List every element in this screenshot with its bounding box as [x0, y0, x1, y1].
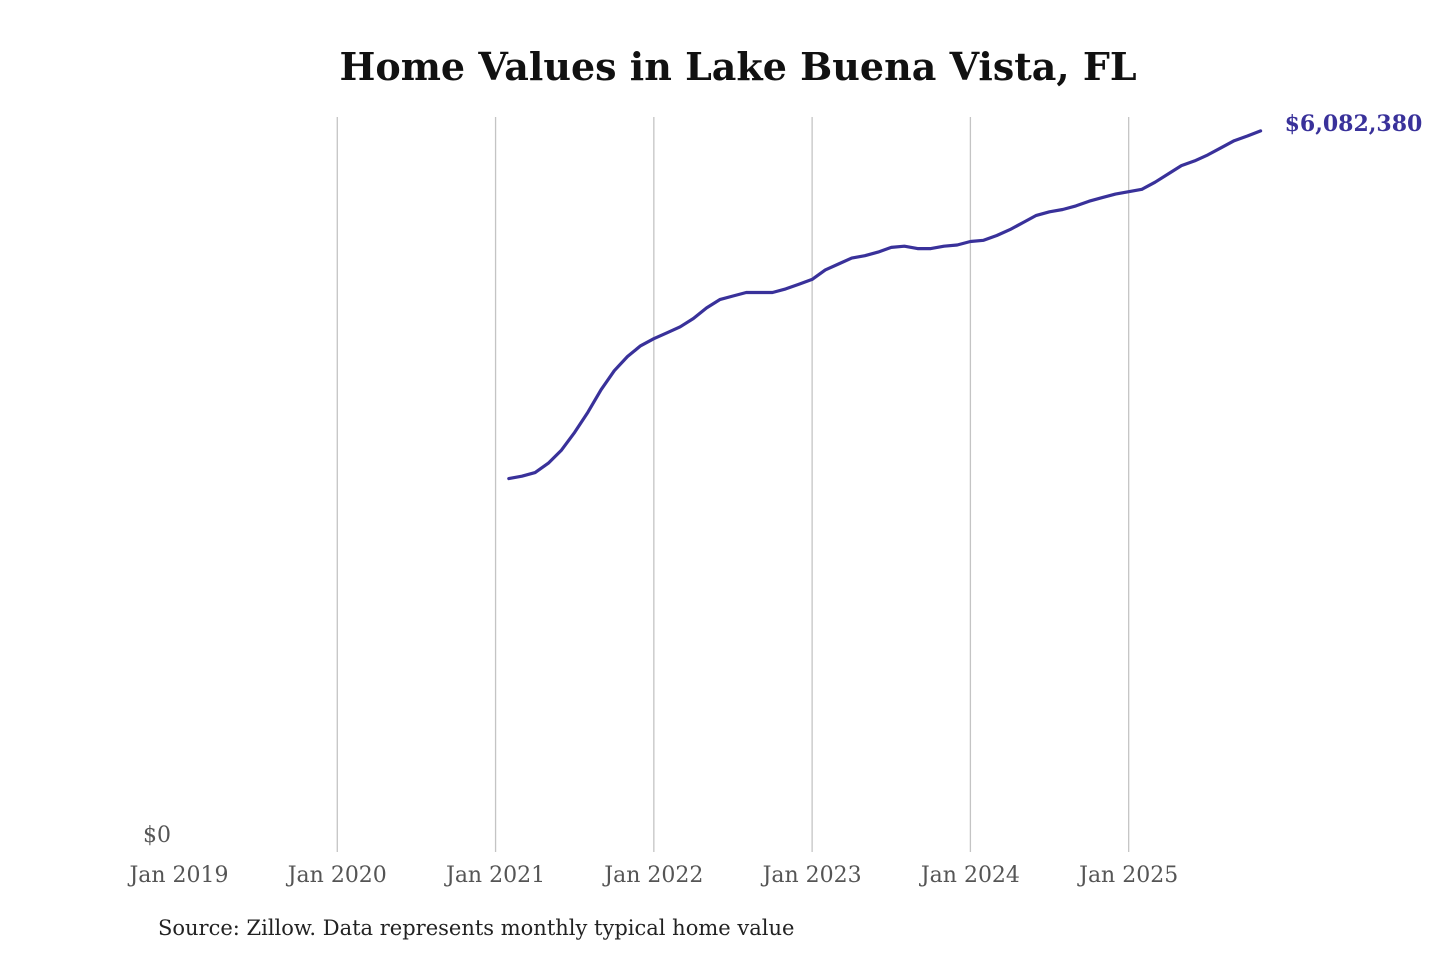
x-tick-label: Jan 2024 [919, 863, 1020, 888]
source-note: Source: Zillow. Data represents monthly … [158, 916, 795, 940]
y-tick-label: $0 [143, 823, 171, 848]
series-line [507, 129, 1263, 481]
x-tick-label: Jan 2022 [602, 863, 703, 888]
end-value-label: $6,082,380 [1285, 111, 1423, 137]
x-tick-label: Jan 2023 [761, 863, 862, 888]
chart-title: Home Values in Lake Buena Vista, FL [339, 44, 1137, 89]
x-tick-label: Jan 2020 [286, 863, 387, 888]
x-tick-label: Jan 2025 [1077, 863, 1178, 888]
x-tick-label: Jan 2021 [444, 863, 545, 888]
x-tick-label: Jan 2019 [127, 863, 228, 888]
